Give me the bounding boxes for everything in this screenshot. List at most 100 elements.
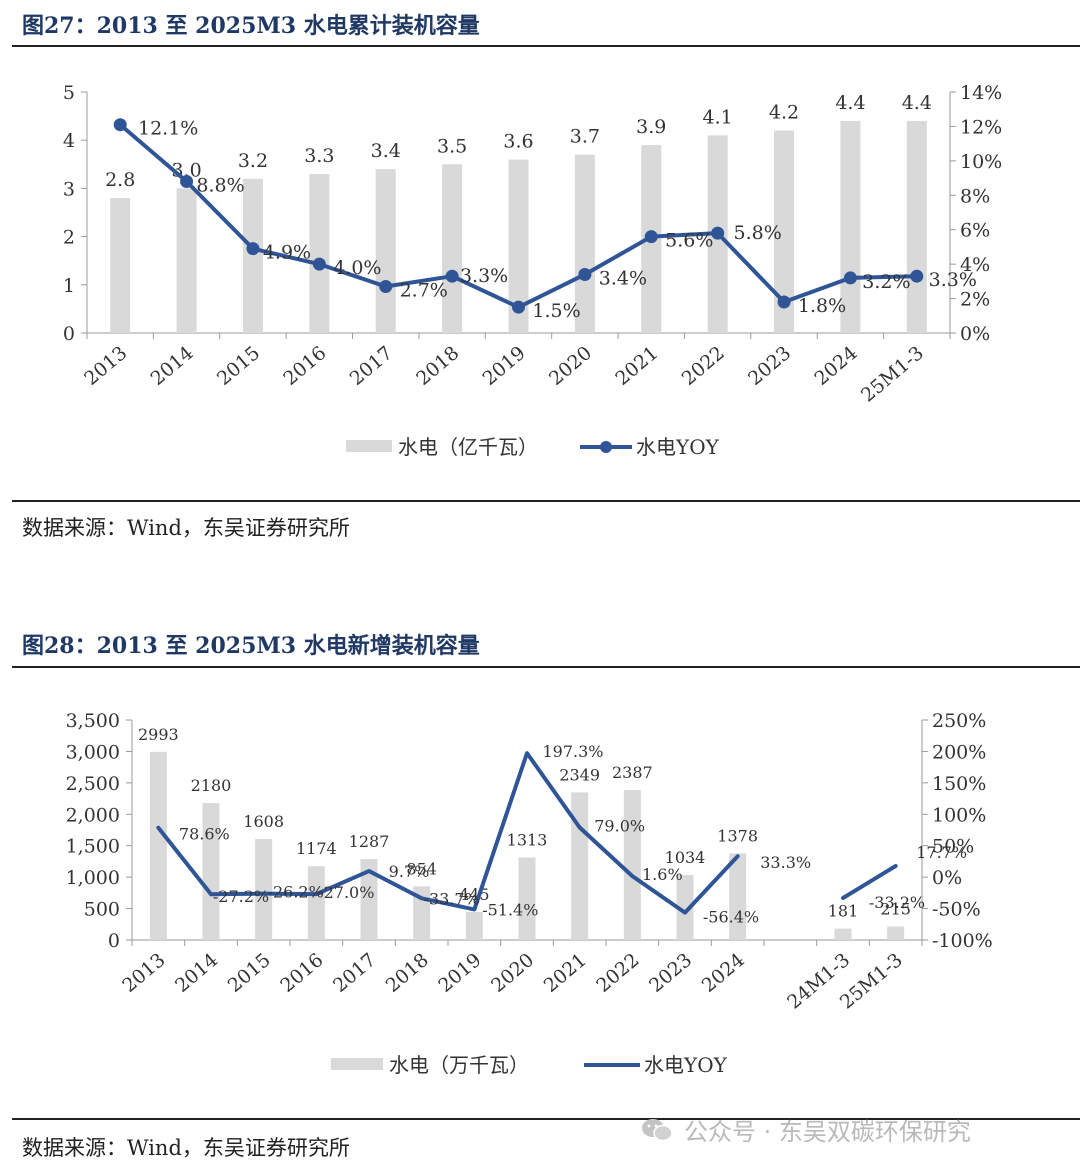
x-category-label: 2022	[678, 342, 729, 390]
x-category-label: 2014	[171, 949, 222, 997]
bar	[574, 154, 595, 333]
line-data-label: 2.7%	[400, 280, 448, 302]
bar	[307, 866, 325, 940]
yoy-marker	[113, 118, 127, 132]
bar	[255, 838, 273, 940]
left-tick-label: 2,000	[66, 804, 120, 826]
yoy-marker	[246, 242, 260, 256]
yoy-marker	[445, 269, 459, 283]
right-tick-label: 0%	[932, 867, 962, 889]
bar	[623, 789, 641, 940]
x-category-label: 2015	[213, 342, 264, 390]
x-category-label: 2013	[118, 949, 169, 997]
x-category-label: 2017	[346, 342, 397, 390]
right-tick-label: 0%	[960, 323, 990, 345]
line-data-label: -51.4%	[482, 900, 538, 919]
line-data-label: 5.8%	[734, 222, 782, 244]
bar-data-label: 1378	[717, 826, 758, 845]
chart-cumulative-capacity: 0 1 2 3 4 5 0% 2% 4% 6% 8% 10% 12% 14% 2013 2014 2015 201…	[63, 82, 1002, 459]
legend-line-label: 水电YOY	[644, 1053, 728, 1077]
bar	[176, 188, 197, 333]
x-category-label: 2023	[744, 342, 795, 390]
bar-data-label: 2349	[559, 765, 600, 784]
line-data-label: 3.4%	[599, 267, 647, 289]
legend-bar-swatch	[331, 1058, 383, 1070]
x-category-label: 2014	[147, 342, 198, 390]
watermark-text: 公众号 · 东吴双碳环保研究	[684, 1118, 971, 1146]
line-data-label: 197.3%	[542, 742, 603, 761]
right-tick-label: 200%	[932, 741, 986, 763]
x-category-label: 2018	[382, 949, 433, 997]
right-tick-label: 6%	[960, 220, 990, 242]
bar	[309, 173, 330, 333]
bar	[375, 169, 396, 333]
x-category-label: 25M1-3	[857, 342, 928, 407]
line-data-label: 1.5%	[532, 300, 580, 322]
chart-new-capacity: 05001,0001,5002,0002,5003,0003,500-100%-…	[66, 710, 993, 1077]
yoy-marker	[379, 280, 393, 294]
bar-data-label: 2993	[138, 725, 179, 744]
left-tick-label: 0	[63, 323, 75, 345]
x-category-label: 2018	[412, 342, 463, 390]
bar	[110, 198, 131, 333]
title-rule	[12, 45, 1080, 47]
x-category-label: 2024	[810, 342, 861, 390]
left-tick-label: 0	[108, 930, 120, 952]
line-data-label: 9.7%	[389, 862, 430, 881]
x-category-label: 2020	[545, 342, 596, 390]
bar	[834, 928, 852, 940]
right-tick-label: 100%	[932, 804, 986, 826]
legend-bar-label: 水电（万千瓦）	[389, 1053, 529, 1077]
yoy-marker	[512, 300, 525, 314]
line-data-label: 3.3%	[929, 269, 977, 291]
left-tick-label: 1,000	[66, 867, 120, 889]
legend-bar-label: 水电（亿千瓦）	[398, 435, 538, 459]
bar-data-label: 1174	[296, 839, 337, 858]
x-category-label: 2013	[80, 342, 131, 390]
right-tick-label: 250%	[932, 710, 986, 732]
line-data-label: 1.6%	[642, 865, 683, 884]
x-category-label: 2021	[611, 342, 662, 390]
yoy-marker	[777, 295, 791, 309]
x-category-label: 2017	[329, 949, 380, 997]
bar-data-label: 3.4	[371, 140, 401, 162]
bar-data-label: 1287	[349, 832, 390, 851]
line-data-label: 5.6%	[665, 230, 713, 252]
bar	[676, 875, 694, 940]
left-tick-label: 2	[63, 227, 75, 249]
legend-line-marker	[600, 441, 612, 453]
bar-data-label: 3.2	[238, 150, 268, 172]
left-tick-label: 1	[63, 275, 75, 297]
bar	[518, 857, 536, 940]
bar-data-label: 181	[828, 902, 859, 921]
source-rule	[12, 500, 1080, 502]
figure-27-title: 图27：2013 至 2025M3 水电累计装机容量	[22, 13, 480, 39]
figure-28-source: 数据来源：Wind，东吴证券研究所	[22, 1136, 350, 1160]
right-tick-label: 8%	[960, 185, 990, 207]
bar	[906, 120, 927, 333]
x-category-label: 2024	[698, 949, 749, 997]
x-category-label: 2019	[479, 342, 530, 390]
bar	[774, 130, 795, 333]
bar	[465, 912, 483, 940]
right-tick-label: -100%	[932, 930, 993, 952]
bar-data-label: 4.4	[902, 92, 932, 114]
left-tick-label: 500	[84, 899, 120, 921]
bar	[571, 792, 589, 940]
bar-data-label: 4.4	[835, 92, 865, 114]
line-data-label: -33.2%	[869, 893, 925, 912]
bar	[887, 926, 905, 940]
line-data-label: 4.9%	[263, 242, 311, 264]
left-tick-label: 2,500	[66, 773, 120, 795]
yoy-marker	[180, 175, 194, 189]
bar	[242, 178, 263, 333]
line-data-label: -26.2%	[268, 883, 324, 902]
left-tick-label: 3,000	[66, 741, 120, 763]
bar-data-label: 2.8	[105, 169, 135, 191]
yoy-marker	[910, 269, 924, 283]
bar-data-label: 2180	[191, 776, 232, 795]
yoy-line	[841, 864, 898, 901]
line-data-label: 78.6%	[179, 825, 230, 844]
bar-data-label: 1313	[507, 830, 548, 849]
source-rule	[12, 1118, 1080, 1120]
